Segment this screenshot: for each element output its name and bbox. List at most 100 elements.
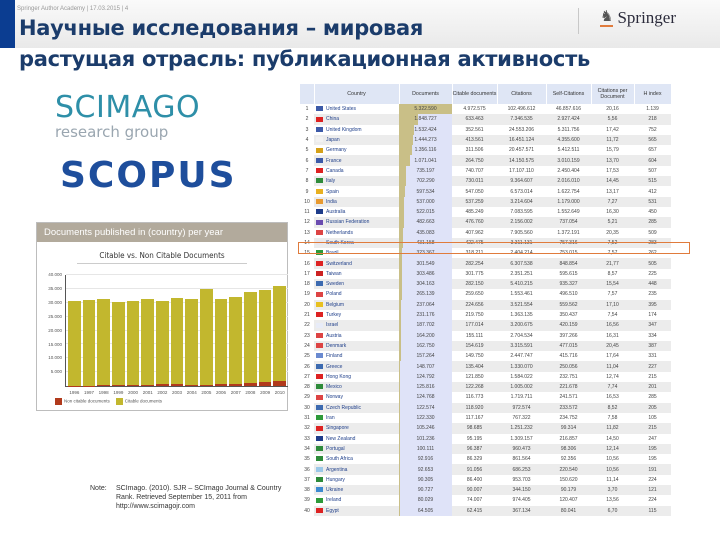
country-link[interactable]: Australia xyxy=(326,209,346,216)
country-cell[interactable]: France xyxy=(314,155,399,166)
table-row[interactable]: 30 Czech Republic 122.574 118.920 972.574 233… xyxy=(300,402,671,413)
country-link[interactable]: Ukraine xyxy=(326,487,344,494)
country-link[interactable]: Austria xyxy=(326,332,342,339)
country-link[interactable]: Taiwan xyxy=(326,270,342,277)
table-row[interactable]: 18 Sweden 304.163 282.150 5.410.215 935.327 15… xyxy=(300,279,671,290)
table-row[interactable]: 21 Turkey 231.176 219.750 1.363.135 350.437 7,… xyxy=(300,309,671,321)
col-citable-documents[interactable]: Citable documents xyxy=(452,84,498,104)
country-cell[interactable]: Denmark xyxy=(314,340,399,352)
country-cell[interactable]: Mexico xyxy=(314,382,399,393)
country-link[interactable]: South Africa xyxy=(326,456,353,463)
country-link[interactable]: Greece xyxy=(326,363,343,370)
country-link[interactable]: Mexico xyxy=(326,384,342,391)
table-row[interactable]: 25 Finland 157.264 149.750 2.447.747 415.716 1… xyxy=(300,351,671,362)
country-cell[interactable]: Spain xyxy=(314,186,399,197)
country-link[interactable]: Switzerland xyxy=(326,260,352,267)
country-cell[interactable]: Germany xyxy=(314,145,399,156)
country-link[interactable]: Spain xyxy=(326,188,339,195)
table-row[interactable]: 29 Norway 124.768 116.773 1.719.711 241.571 16… xyxy=(300,392,671,403)
table-row[interactable]: 7 Canada 735.197 740.707 17.107.110 2.450.404… xyxy=(300,165,671,177)
table-row[interactable]: 19 Poland 265.139 259.650 1.553.461 496.510 7,… xyxy=(300,289,671,300)
country-cell[interactable]: Belgium xyxy=(314,299,399,310)
country-cell[interactable]: Greece xyxy=(314,361,399,372)
country-cell[interactable]: Canada xyxy=(314,165,399,177)
table-row[interactable]: 15 Brazil 323.367 318.211 2.404.214 753.015 7,… xyxy=(300,248,671,259)
col-citations-per-document[interactable]: Citations per Document xyxy=(591,84,635,104)
table-row[interactable]: 10 India 537.000 537.259 3.214.604 1.179.000 7… xyxy=(300,196,671,207)
country-cell[interactable]: Russian Federation xyxy=(314,217,399,228)
country-link[interactable]: Israel xyxy=(326,322,339,329)
country-link[interactable]: Norway xyxy=(326,394,343,401)
table-row[interactable]: 32 Singapore 105.246 98.685 1.251.232 99.314 1… xyxy=(300,423,671,434)
table-row[interactable]: 13 Netherlands 435.083 407.962 7.905.560 1.37… xyxy=(300,227,671,238)
table-row[interactable]: 11 Australia 522.015 485.249 7.083.595 1.552.… xyxy=(300,206,671,218)
table-row[interactable]: 23 Austria 164.200 155.111 2.704.534 397.266 1… xyxy=(300,330,671,341)
country-cell[interactable]: Israel xyxy=(314,320,399,331)
country-cell[interactable]: South Korea xyxy=(314,237,399,249)
table-row[interactable]: 27 Hong Kong 124.792 121.850 1.584.022 232.75… xyxy=(300,371,671,383)
country-cell[interactable]: Japan xyxy=(314,134,399,146)
country-link[interactable]: Ireland xyxy=(326,497,342,504)
country-link[interactable]: Singapore xyxy=(326,425,349,432)
country-link[interactable]: South Korea xyxy=(326,240,354,246)
country-cell[interactable]: Hong Kong xyxy=(314,371,399,383)
table-row[interactable]: 6 France 1.071.041 264.750 14.150.575 3.010.1… xyxy=(300,155,671,166)
table-row[interactable]: 24 Denmark 162.750 154.619 3.315.591 477.015 2… xyxy=(300,340,671,352)
country-cell[interactable]: Switzerland xyxy=(314,258,399,269)
country-link[interactable]: India xyxy=(326,198,337,205)
country-link[interactable]: Iran xyxy=(326,415,335,422)
country-link[interactable]: Hong Kong xyxy=(326,373,352,380)
col-country[interactable]: Country xyxy=(314,84,400,104)
country-link[interactable]: Poland xyxy=(326,291,342,298)
country-link[interactable]: Denmark xyxy=(326,342,347,349)
country-cell[interactable]: Ukraine xyxy=(314,484,399,496)
table-row[interactable]: 22 Israel 187.702 177.014 3.200.675 420.159 16… xyxy=(300,320,671,331)
country-cell[interactable]: China xyxy=(314,114,399,125)
table-row[interactable]: 1 United States 5.322.590 4.972.575 102.496.… xyxy=(300,104,671,115)
country-link[interactable]: United States xyxy=(326,106,357,113)
country-cell[interactable]: Norway xyxy=(314,392,399,403)
country-link[interactable]: New Zealand xyxy=(326,435,356,442)
country-cell[interactable]: Sweden xyxy=(314,279,399,290)
table-row[interactable]: 36 Argentina 92.653 91.056 686.253 220.540 10,… xyxy=(300,464,671,475)
country-link[interactable]: Portugal xyxy=(326,445,345,452)
country-link[interactable]: Argentina xyxy=(326,466,348,473)
table-row[interactable]: 34 Portugal 100.111 96.387 960.473 98.306 12,1… xyxy=(300,443,671,455)
country-cell[interactable]: Argentina xyxy=(314,464,399,475)
table-row[interactable]: 17 Taiwan 303.486 301.775 2.351.251 595.615 8,… xyxy=(300,268,671,280)
country-cell[interactable]: Turkey xyxy=(314,309,399,321)
country-link[interactable]: France xyxy=(326,157,342,164)
country-cell[interactable]: United Kingdom xyxy=(314,124,399,135)
country-cell[interactable]: Brazil xyxy=(314,248,399,259)
table-row[interactable]: 2 China 1.848.727 633.463 7.346.535 2.927.424… xyxy=(300,114,671,125)
table-row[interactable]: 31 Iran 122.330 117.167 767.322 234.752 7,58 10… xyxy=(300,412,671,424)
table-row[interactable]: 4 Japan 1.444.273 413.561 16.451.124 4.355.60… xyxy=(300,134,671,146)
country-cell[interactable]: Italy xyxy=(314,176,399,187)
country-cell[interactable]: India xyxy=(314,196,399,207)
country-cell[interactable]: Netherlands xyxy=(314,227,399,238)
country-cell[interactable]: Singapore xyxy=(314,423,399,434)
table-row[interactable]: 26 Greece 148.707 135.404 1.330.070 250.056 11… xyxy=(300,361,671,372)
country-cell[interactable]: Austria xyxy=(314,330,399,341)
country-link[interactable]: Hungary xyxy=(326,476,345,483)
country-cell[interactable]: Czech Republic xyxy=(314,402,399,413)
country-link[interactable]: Russian Federation xyxy=(326,219,370,226)
country-link[interactable]: Canada xyxy=(326,167,344,174)
table-row[interactable]: 3 United Kingdom 1.532.424 352.561 24.553.20… xyxy=(300,124,671,135)
table-row[interactable]: 35 South Africa 92.916 86.329 861.564 92.356 1… xyxy=(300,454,671,465)
country-link[interactable]: Japan xyxy=(326,137,340,144)
country-link[interactable]: Netherlands xyxy=(326,229,353,236)
table-row[interactable]: 9 Spain 597.534 547.050 6.573.014 1.622.754 13… xyxy=(300,186,671,197)
country-cell[interactable]: Hungary xyxy=(314,474,399,485)
table-row[interactable]: 39 Ireland 80.029 74.007 974.405 120.407 13,56… xyxy=(300,495,671,506)
country-link[interactable]: Finland xyxy=(326,353,343,360)
country-link[interactable]: United Kingdom xyxy=(326,126,362,133)
table-row[interactable]: 16 Switzerland 301.549 282.254 6.307.538 848.… xyxy=(300,258,671,269)
col-citations[interactable]: Citations xyxy=(497,84,547,104)
country-link[interactable]: Italy xyxy=(326,178,336,185)
country-cell[interactable]: United States xyxy=(314,104,399,115)
col-h-index[interactable]: H index xyxy=(634,84,672,104)
country-cell[interactable]: Portugal xyxy=(314,443,399,455)
col-documents[interactable]: Documents xyxy=(399,84,453,104)
table-row[interactable]: 28 Mexico 125.816 122.268 1.005.002 221.678 7,… xyxy=(300,382,671,393)
